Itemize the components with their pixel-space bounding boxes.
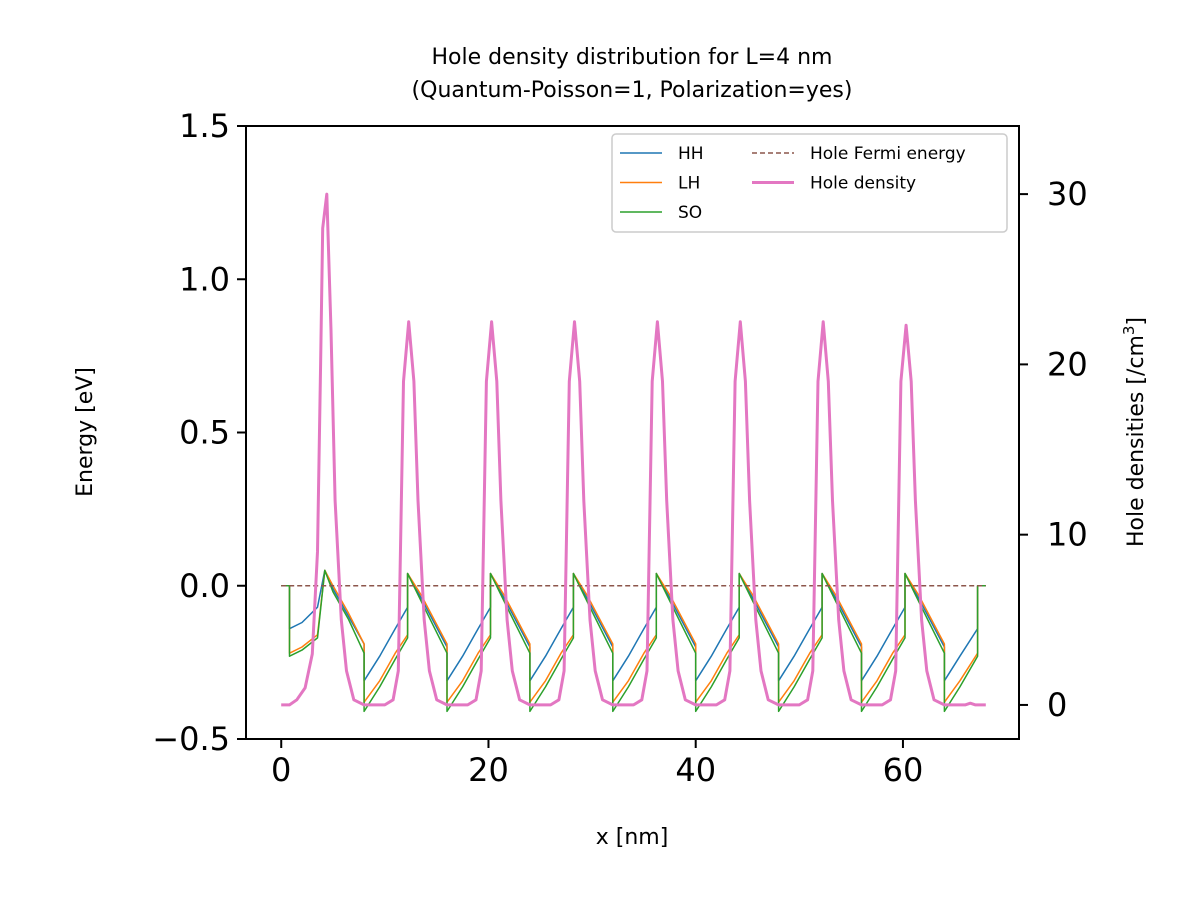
x-tick-label: 60 [883,751,924,789]
x-tick-label: 20 [468,751,509,789]
legend-label: SO [678,203,702,223]
y-axis-label: Energy [eV] [73,367,98,497]
y-axis-left: −0.5 0.0 0.5 1.0 1.5 [152,107,246,758]
y2-tick-label: 30 [1047,175,1088,213]
series-line-hh [281,569,986,682]
y-tick-label: 1.0 [179,260,230,298]
y2-tick-label: 10 [1047,516,1088,554]
chart-title: Hole density distribution for L=4 nm [432,45,833,70]
y-tick-label: −0.5 [152,720,230,758]
legend-label: Hole density [810,174,916,194]
y2-tick-label: 20 [1047,345,1088,383]
y2-axis-label: Hole densities [/cm3] [1120,317,1149,547]
x-axis: 0 20 40 60 [271,739,923,789]
y-tick-label: 0.5 [179,414,230,452]
legend-label: LH [678,174,700,194]
chart-subtitle: (Quantum-Poisson=1, Polarization=yes) [412,78,853,103]
series-line-lh [281,569,986,703]
y-tick-label: 0.0 [179,567,230,605]
legend-label: HH [678,144,704,164]
series-line-so [281,569,986,713]
legend-box [611,133,1008,233]
x-tick-label: 0 [271,751,291,789]
y-axis-right: 0 10 20 30 [1019,175,1088,724]
legend-label: Hole Fermi energy [810,144,966,164]
y-tick-label: 1.5 [179,107,230,145]
x-axis-label: x [nm] [596,825,669,850]
y2-tick-label: 0 [1047,686,1067,724]
series-layer [281,192,986,713]
legend: HH LH SO Hole Fermi energy Hole density [611,133,1008,233]
x-tick-label: 40 [675,751,716,789]
series-line-hole-density [281,192,986,707]
